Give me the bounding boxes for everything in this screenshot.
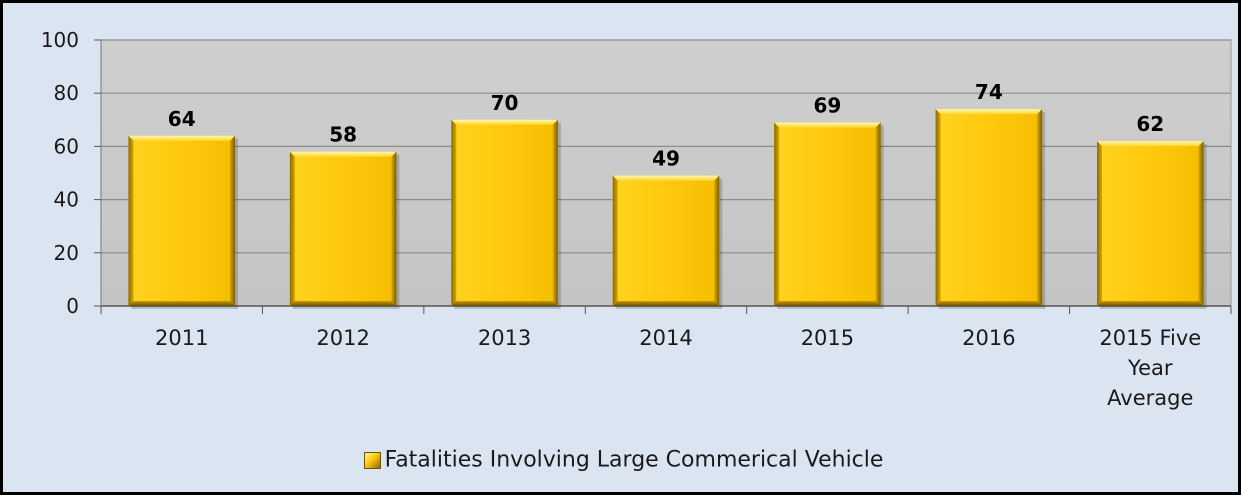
legend-label: Fatalities Involving Large Commerical Ve… xyxy=(384,447,884,473)
bar xyxy=(612,175,723,309)
y-tick-label: 0 xyxy=(66,294,79,318)
y-tick-label: 60 xyxy=(54,134,79,158)
data-label: 64 xyxy=(168,107,196,131)
y-tick-label: 40 xyxy=(54,188,79,212)
y-tick-label: 80 xyxy=(54,81,79,105)
data-label: 70 xyxy=(491,91,519,115)
x-tick-label: 2011 xyxy=(155,326,208,350)
x-tick-label: 2015 Five Year Average xyxy=(1099,326,1201,410)
data-label: 49 xyxy=(652,147,680,171)
x-tick-label: 2015 xyxy=(801,326,854,350)
legend-swatch xyxy=(363,451,381,469)
bar xyxy=(774,122,884,310)
bar xyxy=(128,135,238,309)
legend: Fatalities Involving Large Commerical Ve… xyxy=(3,447,1241,473)
bar xyxy=(289,151,400,309)
x-tick-label: 2013 xyxy=(478,326,531,350)
data-label: 69 xyxy=(814,93,842,117)
x-tick-label: 2012 xyxy=(316,326,369,350)
data-label: 74 xyxy=(975,80,1003,104)
data-labels: 64 58 70 49 69 74 62 xyxy=(168,80,1164,171)
bars xyxy=(128,109,1207,310)
bar xyxy=(1097,141,1207,309)
data-label: 58 xyxy=(329,123,357,147)
bar xyxy=(451,119,561,309)
y-tick-label: 20 xyxy=(54,241,79,265)
y-tick-label: 100 xyxy=(41,28,79,52)
data-label: 62 xyxy=(1136,112,1164,136)
x-tick-label: 2014 xyxy=(639,326,692,350)
chart-svg: 0 20 40 60 80 100 2011 2012 2013 2014 2015 2016 2015… xyxy=(41,28,1232,410)
bar xyxy=(935,109,1046,309)
x-tick-label: 2016 xyxy=(962,326,1015,350)
